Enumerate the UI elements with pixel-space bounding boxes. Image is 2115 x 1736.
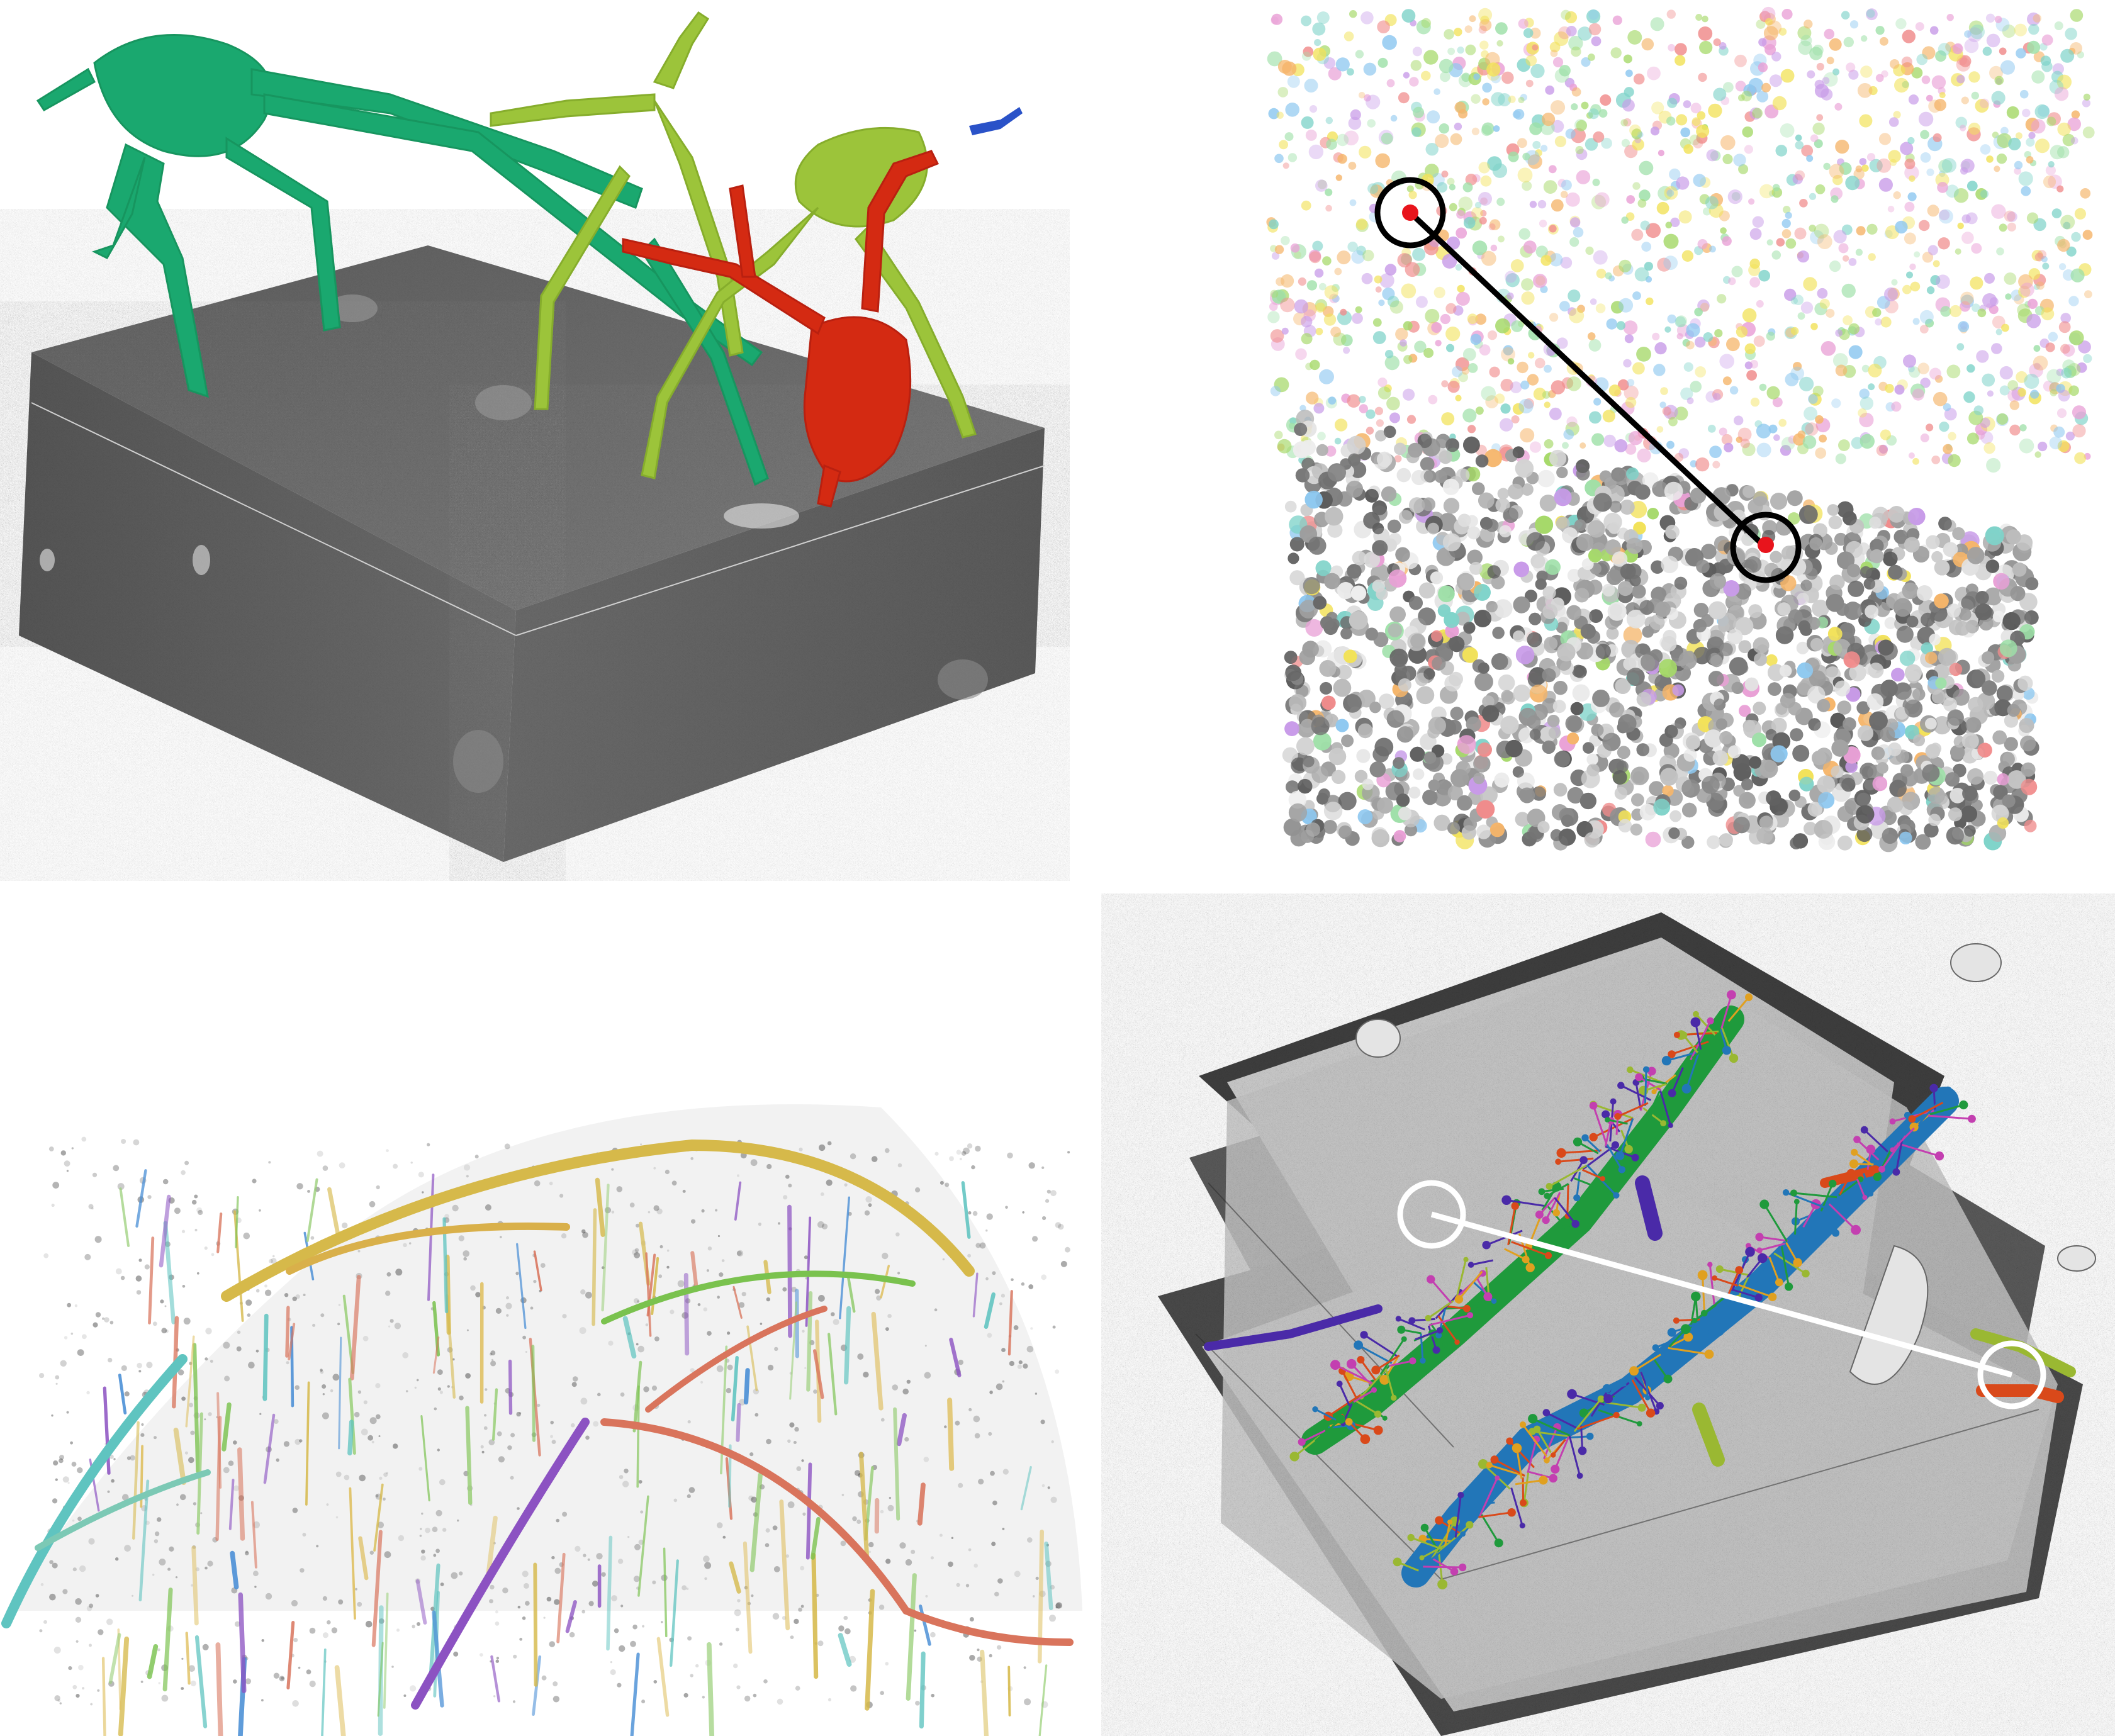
dendrite-blue: [1401, 1087, 1959, 1588]
nuclei-block: [1282, 410, 2039, 853]
connector-line-black: [1408, 210, 1768, 550]
em-volume-render: [19, 11, 1045, 862]
branch-teal-2: [35, 1469, 211, 1551]
tissue-haze: [36, 1136, 1070, 1708]
neuron-green: [36, 33, 769, 486]
marker-circle-lower: [1730, 512, 1802, 583]
marker-circle-upper: [1374, 177, 1446, 249]
marker-dot-upper: [1402, 204, 1418, 221]
branch-yellow-2: [286, 1222, 570, 1275]
branch-salmon: [600, 1418, 1074, 1646]
panel-bottom-right: [1101, 893, 2115, 1736]
branch-teal: [1, 1354, 188, 1628]
panel-top-left: [0, 0, 1070, 881]
marker-circle-right: [1977, 1340, 2046, 1409]
nuclei-volume-render: [1266, 6, 2095, 853]
neuron-blue: [969, 107, 1023, 135]
em-organelles: [1355, 943, 2096, 1385]
stacked-em-sections-render: [1158, 912, 2096, 1736]
main-branches: [1, 1139, 1074, 1710]
branch-purple: [411, 1418, 590, 1710]
dendrite-spines: [1289, 990, 1976, 1589]
em-section-stack: [1158, 912, 2083, 1736]
branch-salmon-2: [645, 1306, 827, 1413]
nuclei-point-cloud: [1266, 6, 2095, 473]
block-right-face: [503, 428, 1045, 862]
block-top-face: [31, 245, 1045, 610]
branch-yellow: [221, 1139, 975, 1302]
tissue-fan-shadow: [6, 1104, 1082, 1611]
marker-circle-left: [1397, 1180, 1466, 1249]
dendrite-purple: [1204, 1175, 1663, 1351]
marker-dot-lower: [1758, 537, 1774, 553]
connector-line-white: [1430, 1211, 2013, 1378]
branch-green: [601, 1270, 916, 1324]
em-texture: [40, 294, 988, 793]
neurite-tracing-render: [1, 1104, 1082, 1736]
block-left-face: [19, 352, 516, 862]
em-section-lines: [1195, 1182, 2039, 1580]
neuron-red: [622, 150, 940, 508]
panel-bottom-left: [0, 982, 1108, 1736]
panel-top-right: [1252, 0, 2115, 881]
